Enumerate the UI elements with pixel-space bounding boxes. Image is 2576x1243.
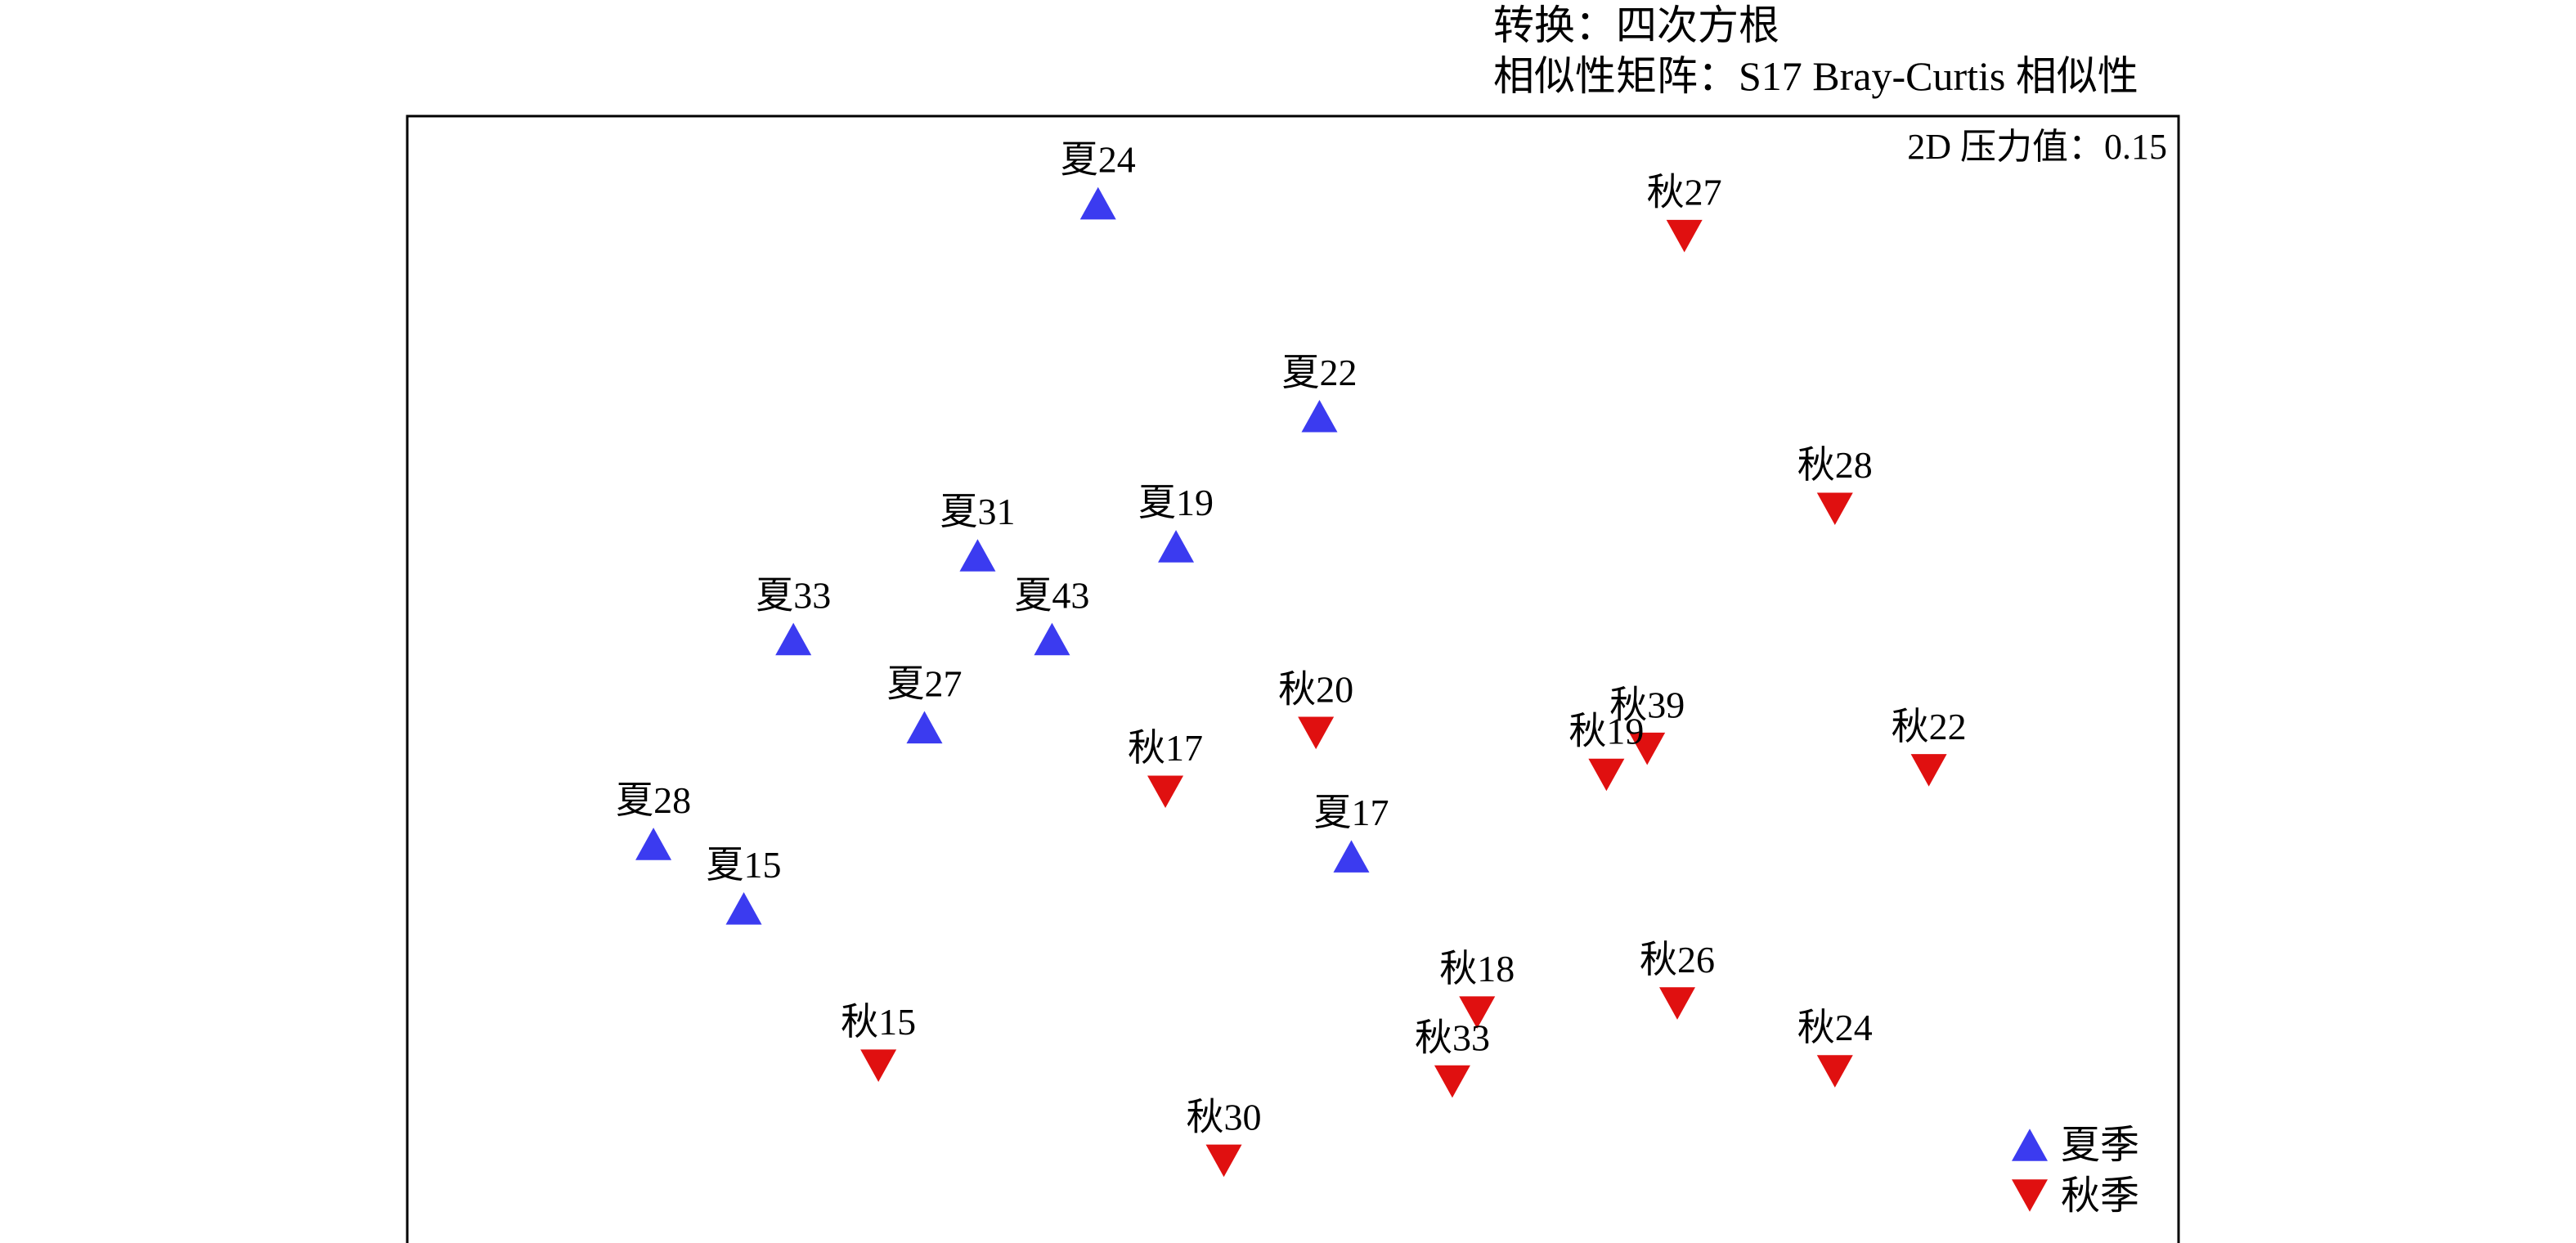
autumn-point-marker — [1910, 754, 1947, 787]
autumn-point-marker — [1659, 987, 1696, 1020]
stress-label: 2D 压力值：0.15 — [1907, 127, 2167, 167]
point-label: 夏31 — [940, 491, 1015, 532]
summer-point-marker — [1301, 399, 1338, 433]
point-label: 秋39 — [1609, 684, 1685, 726]
legend-label: 夏季 — [2061, 1124, 2139, 1167]
point-label: 夏15 — [707, 844, 782, 886]
point-label: 夏33 — [756, 574, 831, 616]
point-label: 秋19 — [1568, 710, 1644, 752]
summer-point-marker — [959, 539, 996, 572]
point-label: 秋28 — [1797, 444, 1873, 486]
summer-point-marker — [1079, 186, 1116, 220]
point-label: 秋30 — [1187, 1096, 1262, 1138]
point-label: 秋22 — [1892, 706, 1967, 747]
autumn-point-marker — [1147, 775, 1184, 809]
legend-autumn-marker — [2012, 1179, 2048, 1212]
point-label: 秋18 — [1439, 948, 1515, 989]
resemblance-label: 相似性矩阵：S17 Bray-Curtis 相似性 — [1493, 53, 2138, 99]
autumn-point-marker — [1666, 219, 1703, 253]
point-label: 秋24 — [1797, 1007, 1873, 1048]
summer-point-marker — [775, 622, 812, 656]
autumn-point-marker — [1298, 716, 1335, 750]
point-label: 夏27 — [886, 662, 962, 704]
point-label: 秋17 — [1128, 727, 1203, 769]
autumn-point-marker — [1816, 492, 1853, 526]
autumn-point-marker — [860, 1049, 897, 1082]
point-label: 秋15 — [841, 1001, 916, 1043]
point-label: 夏24 — [1061, 139, 1136, 181]
summer-point-marker — [1333, 840, 1370, 873]
autumn-point-marker — [1459, 996, 1496, 1029]
summer-point-marker — [1034, 622, 1070, 656]
point-label: 夏19 — [1138, 482, 1214, 523]
autumn-point-marker — [1629, 732, 1666, 765]
point-label: 秋20 — [1278, 668, 1353, 710]
legend-summer-marker — [2012, 1129, 2048, 1161]
summer-point-marker — [1158, 530, 1195, 563]
point-label: 秋33 — [1415, 1017, 1490, 1059]
autumn-point-marker — [1816, 1055, 1853, 1088]
autumn-point-marker — [1205, 1144, 1242, 1178]
transform-label: 转换：四次方根 — [1493, 2, 1779, 48]
plot-frame — [406, 114, 2180, 1243]
points-layer: 夏24 夏22 夏19 夏31 夏43 夏33 夏27 夏17 夏28 夏15 秋27 秋28 秋20 秋… — [616, 139, 1967, 1178]
point-label: 夏43 — [1014, 574, 1089, 616]
point-label: 秋26 — [1640, 939, 1715, 980]
point-label: 夏22 — [1281, 352, 1357, 393]
point-label: 夏28 — [616, 779, 691, 821]
autumn-point-marker — [1434, 1065, 1470, 1098]
legend-label: 秋季 — [2061, 1174, 2139, 1218]
summer-point-marker — [635, 828, 672, 860]
autumn-point-marker — [1588, 758, 1625, 792]
summer-point-marker — [906, 711, 943, 744]
summer-point-marker — [725, 892, 762, 925]
point-label: 秋27 — [1647, 172, 1722, 213]
point-label: 夏17 — [1313, 792, 1389, 833]
chart-header: 转换：四次方根 相似性矩阵：S17 Bray-Curtis 相似性 — [1493, 0, 2138, 101]
